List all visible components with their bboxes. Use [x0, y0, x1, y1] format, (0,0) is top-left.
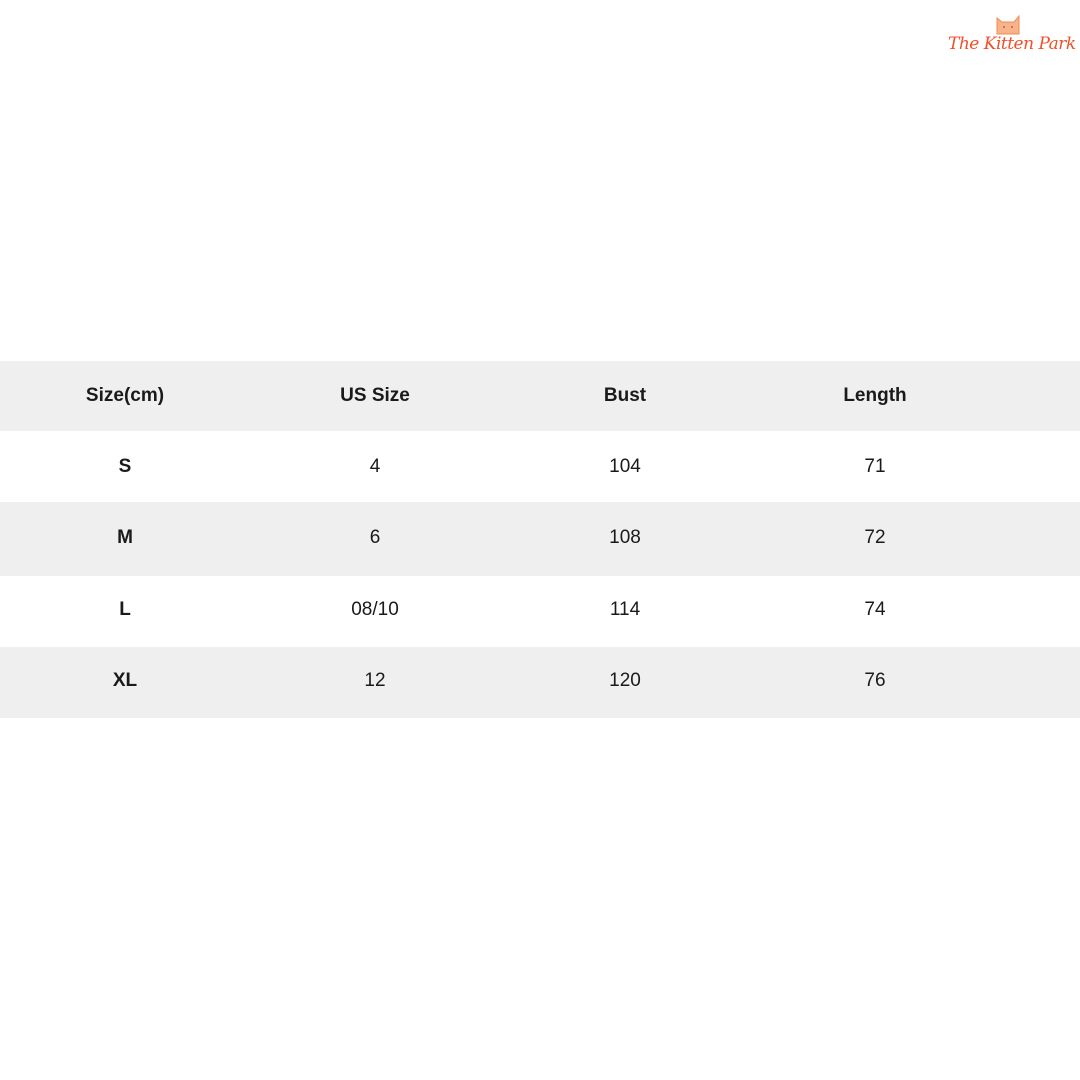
cell-us-size: 6	[369, 527, 381, 549]
cell-size: S	[118, 455, 132, 477]
header-length: Length	[843, 385, 907, 406]
cell-us-size: 12	[364, 670, 386, 692]
header-us-size: US Size	[340, 385, 410, 406]
logo-text: The Kitten Park	[948, 34, 1076, 54]
row-stripe	[0, 647, 1080, 718]
row-stripe	[0, 502, 1080, 576]
cell-length: 74	[864, 598, 886, 620]
cell-us-size: 4	[369, 455, 381, 477]
cell-length: 76	[864, 670, 886, 692]
header-bust: Bust	[603, 385, 647, 406]
table-row: XL 12 120 76	[0, 646, 1000, 718]
cell-length: 71	[864, 455, 886, 477]
table-row: S 4 104 71	[0, 431, 1000, 503]
cell-bust: 114	[609, 598, 641, 620]
cell-us-size: 08/10	[351, 598, 399, 620]
cell-size: M	[117, 527, 133, 549]
header-stripe	[0, 361, 1080, 431]
cat-icon	[996, 14, 1020, 35]
table-row: L 08/10 114 74	[0, 574, 1000, 646]
header-size: Size(cm)	[85, 385, 165, 406]
cell-length: 72	[864, 527, 886, 549]
cell-bust: 120	[609, 670, 641, 692]
brand-logo: The Kitten Park	[948, 12, 1076, 68]
cell-bust: 104	[609, 455, 641, 477]
cell-size: L	[119, 598, 131, 620]
cell-size: XL	[112, 670, 138, 692]
cell-bust: 108	[609, 527, 641, 549]
size-chart-table: Size(cm) US Size Bust Length S 4 104 71 M 6 10…	[0, 361, 1000, 717]
table-header-row: Size(cm) US Size Bust Length	[0, 361, 1000, 431]
table-row: M 6 108 72	[0, 503, 1000, 575]
